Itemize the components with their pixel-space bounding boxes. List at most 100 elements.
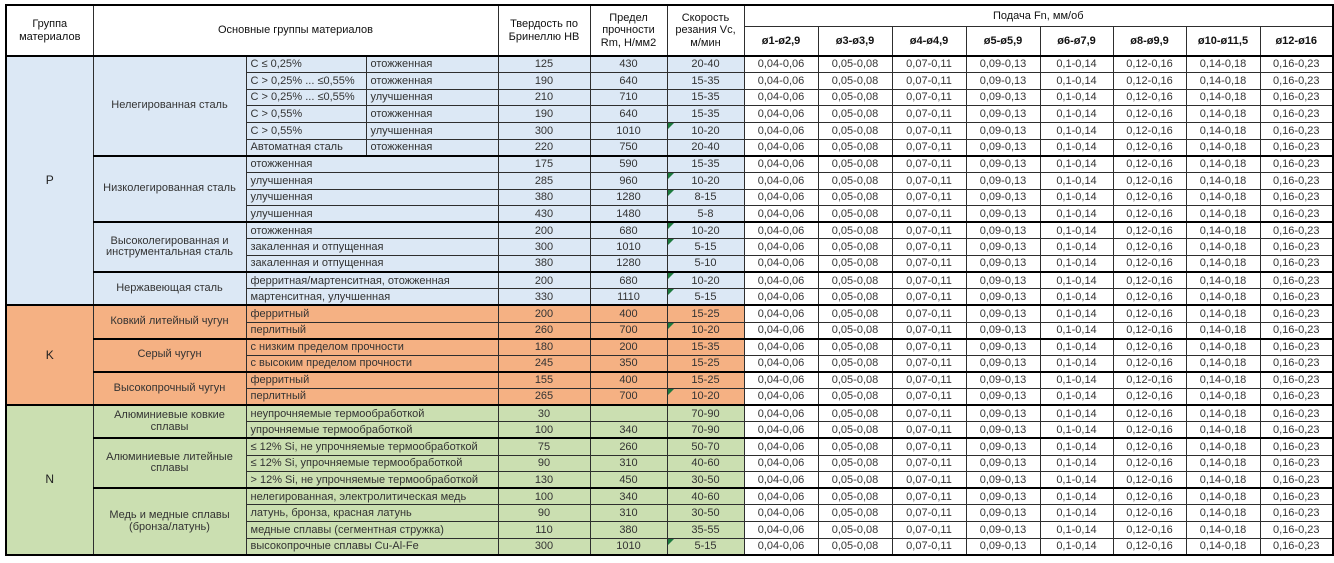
- feed-value-0: 0,04-0,06: [743, 337, 819, 356]
- feed-value-4: 0,1-0,14: [1039, 304, 1114, 323]
- material-state: улучшенная: [365, 122, 499, 140]
- feed-value-3: 0,09-0,13: [965, 105, 1041, 123]
- table-row: N Алюминиевые ковкие сплавы неупрочняемые …: [5, 404, 1334, 556]
- header-main-material-groups: Основные группы материалов: [92, 4, 499, 57]
- header-feed-d6: ø6-ø7,9: [1039, 25, 1114, 57]
- feed-value-5: 0,12-0,16: [1112, 404, 1187, 423]
- feed-value-5: 0,12-0,16: [1112, 171, 1187, 190]
- feed-value-6: 0,14-0,18: [1185, 321, 1261, 340]
- family-name: Алюминиевые литейные сплавы: [92, 437, 247, 489]
- feed-value-1: 0,05-0,08: [817, 221, 893, 240]
- material-desc: улучшенная: [245, 205, 499, 223]
- feed-value-5: 0,12-0,16: [1112, 304, 1187, 323]
- hb-value: 200: [497, 271, 591, 290]
- feed-value-4: 0,1-0,14: [1039, 55, 1114, 74]
- feed-value-2: 0,07-0,11: [891, 271, 967, 290]
- feed-value-2: 0,07-0,11: [891, 72, 967, 90]
- note-marker-icon: [668, 224, 674, 230]
- feed-value-3: 0,09-0,13: [965, 388, 1041, 406]
- feed-value-0: 0,04-0,06: [743, 105, 819, 123]
- material-desc: C > 0,55%: [245, 122, 367, 140]
- hb-value: 265: [497, 388, 591, 406]
- header-material-group: Группа материалов: [5, 4, 94, 57]
- material-desc: > 12% Si, не упрочняемые термообработкой: [245, 471, 499, 489]
- feed-value-4: 0,1-0,14: [1039, 388, 1114, 406]
- feed-value-6: 0,14-0,18: [1185, 138, 1261, 157]
- rm-value: 200: [589, 337, 668, 356]
- feed-value-7: 0,16-0,23: [1259, 205, 1334, 223]
- vc-value: 10-20: [666, 122, 745, 140]
- feed-value-4: 0,1-0,14: [1039, 354, 1114, 373]
- vc-value: 5-15: [666, 238, 745, 256]
- rm-value: 430: [589, 55, 668, 74]
- hb-value: 300: [497, 537, 591, 556]
- feed-value-7: 0,16-0,23: [1259, 354, 1334, 373]
- table-row: Высокопрочный чугун ферритный 155 400 15-25 0…: [6, 370, 1334, 406]
- feed-value-2: 0,07-0,11: [891, 471, 967, 489]
- feed-value-6: 0,14-0,18: [1185, 437, 1261, 456]
- feed-value-5: 0,12-0,16: [1112, 354, 1187, 373]
- feed-value-3: 0,09-0,13: [965, 421, 1041, 439]
- feed-value-6: 0,14-0,18: [1185, 337, 1261, 356]
- table-row: мартенситная, улучшенная 330 1110 5-15 0,04-…: [6, 288, 1334, 306]
- feed-value-0: 0,04-0,06: [743, 388, 819, 406]
- vc-value: 30-50: [666, 471, 745, 489]
- material-desc: медные сплавы (сегментная стружка): [245, 521, 499, 539]
- feed-value-5: 0,12-0,16: [1112, 504, 1187, 522]
- feed-value-0: 0,04-0,06: [743, 271, 819, 290]
- feed-value-6: 0,14-0,18: [1185, 205, 1261, 223]
- material-desc: Автоматная сталь: [245, 138, 367, 157]
- feed-value-2: 0,07-0,11: [891, 221, 967, 240]
- feed-value-6: 0,14-0,18: [1185, 521, 1261, 539]
- feed-value-0: 0,04-0,06: [743, 537, 819, 556]
- feed-value-7: 0,16-0,23: [1259, 171, 1334, 190]
- hb-value: 100: [497, 487, 591, 506]
- feed-value-3: 0,09-0,13: [965, 321, 1041, 340]
- rm-value: 700: [589, 388, 668, 406]
- table-row: Медь и медные сплавы (бронза/латунь) неле…: [6, 487, 1334, 556]
- feed-value-2: 0,07-0,11: [891, 304, 967, 323]
- header-feed-d5: ø5-ø5,9: [965, 25, 1041, 57]
- vc-value: 20-40: [666, 138, 745, 157]
- feed-value-7: 0,16-0,23: [1259, 188, 1334, 207]
- feed-value-6: 0,14-0,18: [1185, 304, 1261, 323]
- material-desc: C > 0,55%: [245, 105, 367, 123]
- feed-value-4: 0,1-0,14: [1039, 238, 1114, 256]
- feed-value-7: 0,16-0,23: [1259, 55, 1334, 74]
- feed-value-7: 0,16-0,23: [1259, 88, 1334, 107]
- material-desc: C ≤ 0,25%: [245, 55, 367, 74]
- feed-value-2: 0,07-0,11: [891, 354, 967, 373]
- feed-value-4: 0,1-0,14: [1039, 171, 1114, 190]
- material-desc: закаленная и отпущенная: [245, 238, 499, 256]
- feed-value-7: 0,16-0,23: [1259, 154, 1334, 173]
- vc-value: 5-15: [666, 288, 745, 306]
- hb-value: 90: [497, 454, 591, 473]
- feed-value-4: 0,1-0,14: [1039, 105, 1114, 123]
- feed-value-5: 0,12-0,16: [1112, 421, 1187, 439]
- group-code-N: N: [5, 404, 94, 556]
- vc-value: 50-70: [666, 437, 745, 456]
- rm-value: [589, 404, 668, 423]
- material-desc: перлитный: [245, 388, 499, 406]
- material-state: отожженная: [365, 55, 499, 74]
- feed-value-0: 0,04-0,06: [743, 421, 819, 439]
- feed-value-4: 0,1-0,14: [1039, 88, 1114, 107]
- hb-value: 380: [497, 255, 591, 273]
- note-marker-icon: [668, 274, 674, 280]
- feed-value-4: 0,1-0,14: [1039, 471, 1114, 489]
- feed-value-4: 0,1-0,14: [1039, 537, 1114, 556]
- hb-value: 180: [497, 337, 591, 356]
- feed-value-5: 0,12-0,16: [1112, 370, 1187, 389]
- feed-value-1: 0,05-0,08: [817, 421, 893, 439]
- hb-value: 125: [497, 55, 591, 74]
- vc-value: 8-15: [666, 188, 745, 207]
- vc-value: 10-20: [666, 271, 745, 290]
- header-feed-d3: ø3-ø3,9: [817, 25, 893, 57]
- vc-value: 10-20: [666, 171, 745, 190]
- table-row: с высоким пределом прочности 245 350 15-25 0…: [6, 354, 1334, 373]
- feed-value-4: 0,1-0,14: [1039, 122, 1114, 140]
- table-row: Нержавеющая сталь ферритная/мартенситная,…: [6, 271, 1334, 306]
- rm-value: 640: [589, 72, 668, 90]
- feed-value-2: 0,07-0,11: [891, 122, 967, 140]
- feed-value-7: 0,16-0,23: [1259, 138, 1334, 157]
